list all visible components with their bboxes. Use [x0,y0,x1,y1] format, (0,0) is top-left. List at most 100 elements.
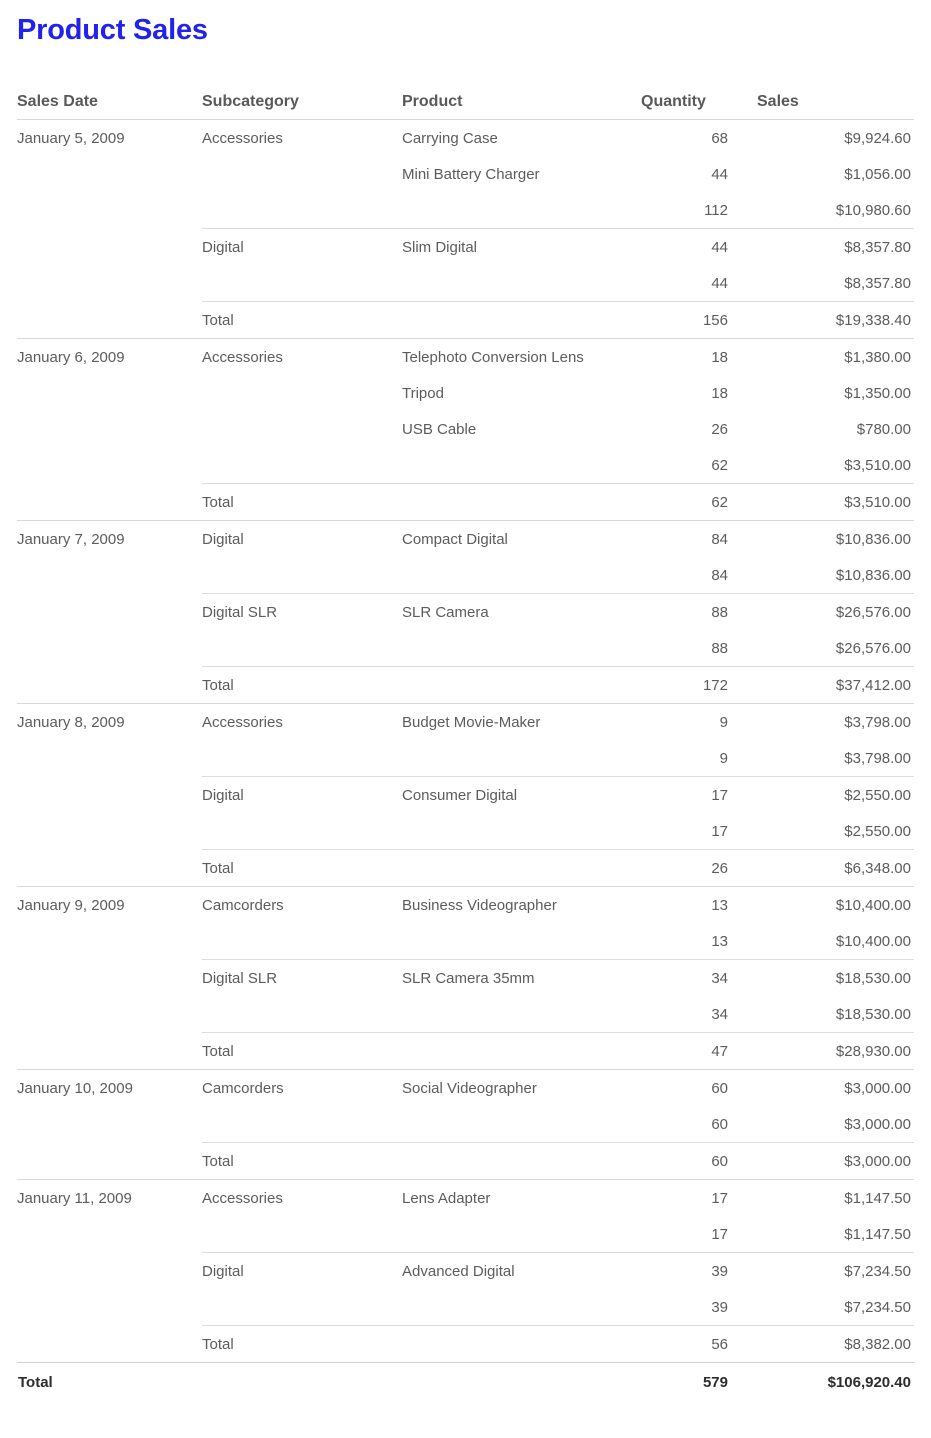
table-row: January 6, 2009 Accessories Telephoto Conv… [17,338,914,375]
cell-subcategory [202,740,402,777]
cell-product [402,813,635,850]
cell-sales: $7,234.50 [844,1299,911,1316]
cell-quantity: 44 [635,228,747,265]
cell-subcategory: Total [202,1032,402,1070]
cell-quantity: 34 [711,1006,728,1023]
cell-sales-date: January 10, 2009 [17,1069,202,1106]
cell-sales: $19,338.40 [747,301,914,339]
cell-product [402,740,635,777]
cell-subcategory [202,375,402,411]
cell-quantity: 62 [635,483,747,521]
table-header: Sales Date Subcategory Product Quantity … [17,92,914,120]
cell-product [402,447,635,484]
cell-quantity: 9 [635,703,747,740]
grand-total-label: Total [17,1362,202,1392]
column-header-product[interactable]: Product [402,92,635,120]
cell-quantity: 18 [635,338,747,375]
column-header-quantity[interactable]: Quantity [635,92,747,120]
table-row: 60 $3,000.00 [17,1106,914,1143]
cell-quantity: 17 [711,1226,728,1243]
cell-sales: $9,924.60 [747,119,914,156]
cell-sales-date [17,1253,202,1290]
table-row: 17 $2,550.00 [17,813,914,850]
grand-total-sales: $106,920.40 [747,1362,914,1392]
cell-subcategory: Total [202,301,402,339]
cell-subcategory: Digital [202,776,402,813]
cell-sales: $1,380.00 [747,338,914,375]
cell-product [402,923,635,960]
cell-quantity: 88 [711,640,728,657]
cell-subcategory: Accessories [202,1179,402,1216]
cell-subcategory [202,192,402,229]
cell-quantity: 34 [635,959,747,996]
cell-subcategory [202,630,402,667]
cell-product [402,1325,635,1363]
cell-sales-date [17,484,202,521]
cell-sales-date [17,1106,202,1143]
cell-quantity: 17 [635,776,747,813]
cell-product: SLR Camera 35mm [402,959,635,996]
table-row: Total 62 $3,510.00 [17,483,914,521]
table-row: USB Cable 26 $780.00 [17,411,914,447]
cell-subcategory: Digital [202,1252,402,1289]
cell-sales: $3,000.00 [844,1116,911,1133]
cell-subcategory: Camcorders [202,1069,402,1106]
cell-sales: $37,412.00 [747,666,914,704]
cell-sales: $18,530.00 [747,959,914,996]
table-row: Tripod 18 $1,350.00 [17,375,914,411]
cell-quantity: 62 [711,457,728,474]
cell-sales-date [17,375,202,411]
cell-sales-date [17,1143,202,1180]
table-row: January 8, 2009 Accessories Budget Movie-M… [17,703,914,740]
table-row: 112 $10,980.60 [17,192,914,229]
table-row: 84 $10,836.00 [17,557,914,594]
cell-product [402,1032,635,1070]
cell-subcategory: Digital [202,520,402,557]
column-header-sales[interactable]: Sales [747,92,914,120]
cell-product [402,557,635,594]
cell-product: Slim Digital [402,228,635,265]
cell-product [402,192,635,229]
column-header-subcategory[interactable]: Subcategory [202,92,402,120]
cell-product [402,1289,635,1326]
cell-sales-date [17,229,202,266]
cell-sales: $3,510.00 [844,457,911,474]
cell-quantity: 39 [711,1299,728,1316]
cell-sales-date [17,630,202,667]
cell-sales-date [17,1289,202,1326]
cell-sales: $26,576.00 [747,593,914,630]
cell-product [402,666,635,704]
cell-subcategory [202,996,402,1033]
cell-subcategory: Digital SLR [202,959,402,996]
cell-sales: $28,930.00 [747,1032,914,1070]
cell-subcategory [202,156,402,192]
cell-subcategory: Total [202,1142,402,1180]
cell-sales: $3,000.00 [747,1069,914,1106]
table-row: 62 $3,510.00 [17,447,914,484]
cell-sales-date [17,192,202,229]
cell-sales: $18,530.00 [835,1006,911,1023]
cell-quantity: 60 [635,1069,747,1106]
column-header-sales-date[interactable]: Sales Date [17,92,202,120]
cell-subcategory [202,1216,402,1253]
cell-sales: $26,576.00 [835,640,911,657]
cell-sales: $8,357.80 [747,228,914,265]
cell-sales-date [17,1216,202,1253]
table-row: Total 172 $37,412.00 [17,666,914,704]
table-body: January 5, 2009 Accessories Carrying Case 6… [17,119,914,1363]
cell-sales-date [17,594,202,631]
cell-subcategory: Digital [202,228,402,265]
table-row: January 5, 2009 Accessories Carrying Case 6… [17,119,914,156]
cell-sales: $1,147.50 [844,1226,911,1243]
cell-subcategory: Accessories [202,338,402,375]
table-row: 9 $3,798.00 [17,740,914,777]
cell-quantity: 44 [711,275,728,292]
cell-quantity: 88 [635,593,747,630]
page-title: Product Sales [17,14,208,46]
table-header-row: Sales Date Subcategory Product Quantity … [17,92,914,120]
cell-sales-date [17,302,202,339]
cell-sales: $2,550.00 [747,776,914,813]
cell-quantity: 9 [719,750,728,767]
cell-quantity: 44 [711,166,728,183]
